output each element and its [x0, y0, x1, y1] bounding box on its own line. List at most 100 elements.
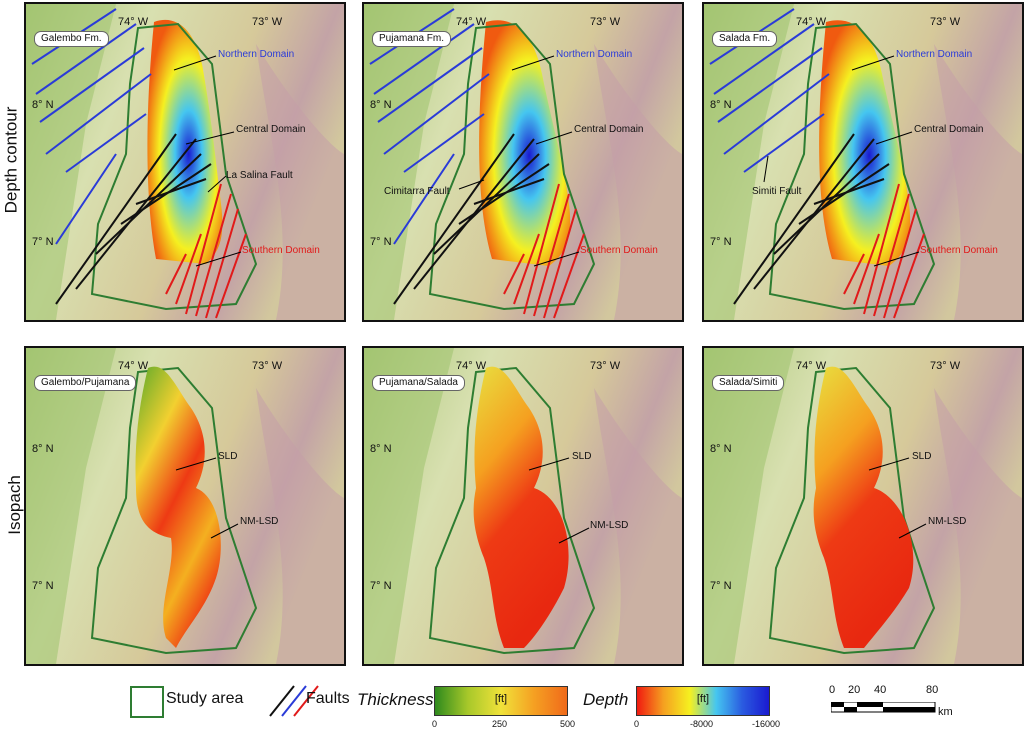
fault-label: Simiti Fault — [752, 186, 802, 197]
central-domain-label: Central Domain — [914, 124, 984, 135]
depth-tick-8000: -8000 — [690, 719, 714, 729]
formation-label: Salada Fm. — [712, 31, 778, 47]
thickness-tick-250: 250 — [492, 719, 508, 729]
depth-map — [364, 4, 682, 320]
northern-domain-label: Northern Domain — [218, 49, 295, 60]
thickness-tick-0: 0 — [432, 719, 438, 729]
lon-label-74: 74° W — [796, 16, 827, 28]
central-domain-label: Central Domain — [574, 124, 644, 135]
study-area-outline — [428, 366, 596, 655]
central-faults — [393, 133, 550, 305]
formation-label: Pujamana Fm. — [372, 31, 452, 47]
sld-label: SLD — [572, 451, 592, 462]
lon-label-73: 73° W — [930, 360, 961, 372]
lat-label-7: 7° N — [32, 580, 54, 592]
thickness-colorbar: [ft] — [434, 686, 568, 716]
lat-label-8: 8° N — [32, 99, 54, 111]
lat-label-7: 7° N — [710, 236, 732, 248]
isopach-map — [26, 348, 344, 664]
lon-label-74: 74° W — [118, 16, 149, 28]
central-faults — [55, 133, 212, 305]
callout-lines — [173, 55, 242, 267]
nm-lsd-label: NM-LSD — [928, 516, 967, 527]
depth-legend-title: Depth — [583, 690, 629, 709]
study-area-outline — [768, 366, 936, 655]
nm-lsd-label: NM-LSD — [590, 520, 629, 531]
nm-lsd-label: NM-LSD — [240, 516, 279, 527]
row-label-depth: Depth contour — [1, 106, 21, 214]
lat-label-8: 8° N — [370, 443, 392, 455]
lat-label-8: 8° N — [32, 443, 54, 455]
northern-domain-label: Northern Domain — [896, 49, 973, 60]
isopach-surface — [473, 366, 569, 648]
faults-swatch — [269, 685, 319, 717]
thickness-legend-title: Thickness — [357, 690, 434, 709]
depth-unit: [ft] — [696, 693, 710, 705]
depth-surface — [479, 20, 571, 267]
southern-domain-label: Southern Domain — [580, 245, 658, 256]
depth-colorbar: [ft] — [636, 686, 770, 716]
depth-tick-16000: -16000 — [752, 719, 781, 729]
study-area-outline — [90, 366, 258, 655]
callout-lines — [763, 55, 920, 267]
southern-domain-label: Southern Domain — [242, 245, 320, 256]
depth-tick-0: 0 — [634, 719, 640, 729]
callout-lines — [528, 457, 590, 544]
sld-label: SLD — [912, 451, 932, 462]
thickness-unit: [ft] — [494, 693, 508, 705]
study-area-outline — [428, 22, 596, 311]
isopach-map — [704, 348, 1022, 664]
lat-label-8: 8° N — [710, 443, 732, 455]
scale-tick-80: 80 — [926, 684, 939, 696]
lon-label-73: 73° W — [930, 16, 961, 28]
fault-label: Cimitarra Fault — [384, 186, 450, 197]
lat-label-7: 7° N — [710, 580, 732, 592]
isopach-map — [364, 348, 682, 664]
lat-label-7: 7° N — [32, 236, 54, 248]
lon-label-73: 73° W — [590, 360, 621, 372]
lon-label-73: 73° W — [252, 16, 283, 28]
depth-surface — [819, 20, 911, 267]
lon-label-74: 74° W — [456, 16, 487, 28]
isopach-surface — [813, 366, 914, 648]
map-panel-pujamana-salada-isopach: Pujamana/Salada 74° W 73° W 8° N 7° N SL… — [362, 346, 684, 666]
study-area-outline — [768, 22, 936, 311]
map-panel-galembo-pujamana-isopach: Galembo/Pujamana 74° W 73° W 8° N 7° N S… — [24, 346, 346, 666]
formation-pair-label: Salada/Simiti — [712, 375, 785, 391]
map-panel-salada-depth: Salada Fm. 74° W 73° W 8° N 7° N Norther… — [702, 2, 1024, 322]
formation-label: Galembo Fm. — [34, 31, 109, 47]
lon-label-74: 74° W — [796, 360, 827, 372]
sld-label: SLD — [218, 451, 238, 462]
southern-domain-label: Southern Domain — [920, 245, 998, 256]
central-faults — [733, 133, 890, 305]
northern-domain-label: Northern Domain — [556, 49, 633, 60]
thickness-tick-500: 500 — [560, 719, 576, 729]
scale-unit: km — [938, 706, 953, 718]
lon-label-74: 74° W — [118, 360, 149, 372]
callout-lines — [175, 457, 239, 539]
southern-faults — [843, 183, 925, 319]
central-domain-label: Central Domain — [236, 124, 306, 135]
study-area-label: Study area — [166, 690, 244, 707]
depth-map — [704, 4, 1022, 320]
lon-label-73: 73° W — [252, 360, 283, 372]
lat-label-7: 7° N — [370, 236, 392, 248]
map-panel-galembo-depth: Galembo Fm. 74° W 73° W 8° N 7° N Northe… — [24, 2, 346, 322]
northern-faults — [709, 8, 830, 173]
lon-label-73: 73° W — [590, 16, 621, 28]
lon-label-74: 74° W — [456, 360, 487, 372]
row-label-isopach: Isopach — [4, 475, 24, 535]
isopach-surface — [135, 366, 221, 648]
lat-label-7: 7° N — [370, 580, 392, 592]
scale-bar — [831, 702, 936, 713]
callout-lines — [458, 55, 580, 267]
depth-surface — [147, 19, 223, 264]
depth-map — [26, 4, 344, 320]
lat-label-8: 8° N — [710, 99, 732, 111]
faults-label: Faults — [306, 690, 350, 707]
callout-lines — [868, 457, 927, 539]
map-panel-pujamana-depth: Pujamana Fm. 74° W 73° W 8° N 7° N North… — [362, 2, 684, 322]
formation-pair-label: Pujamana/Salada — [372, 375, 465, 391]
fault-label: La Salina Fault — [226, 170, 293, 181]
lat-label-8: 8° N — [370, 99, 392, 111]
